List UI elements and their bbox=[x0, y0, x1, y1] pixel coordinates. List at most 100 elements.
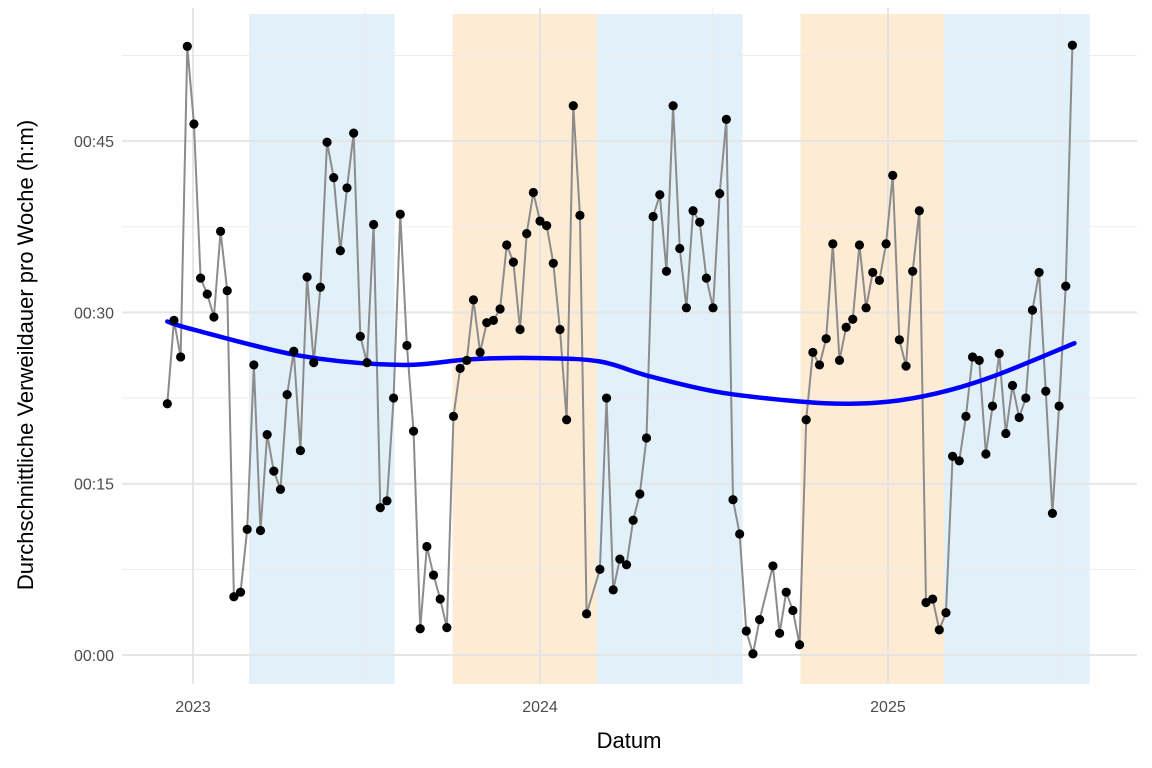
data-point bbox=[289, 346, 299, 356]
data-point bbox=[528, 187, 538, 198]
data-point bbox=[928, 594, 938, 604]
data-point bbox=[468, 295, 479, 305]
data-point bbox=[502, 240, 512, 250]
data-point bbox=[941, 608, 951, 618]
x-axis-ticks: 2023 2024 2025 bbox=[175, 699, 906, 716]
data-point bbox=[781, 587, 791, 597]
data-point bbox=[908, 266, 918, 276]
data-point bbox=[488, 315, 499, 325]
data-point bbox=[934, 625, 944, 635]
data-point bbox=[901, 361, 911, 371]
y-tick-label: 00:30 bbox=[74, 305, 114, 322]
data-point bbox=[715, 189, 725, 199]
data-point bbox=[1041, 386, 1051, 396]
data-point bbox=[1014, 412, 1024, 423]
data-points bbox=[162, 40, 1077, 659]
data-point bbox=[894, 335, 904, 345]
data-point bbox=[342, 183, 352, 193]
data-point bbox=[555, 324, 565, 335]
data-point bbox=[608, 585, 618, 595]
data-point bbox=[515, 324, 525, 335]
data-point bbox=[1001, 428, 1011, 439]
data-point bbox=[1007, 380, 1018, 391]
data-point bbox=[169, 315, 179, 325]
data-point bbox=[1061, 281, 1071, 291]
data-point bbox=[562, 415, 572, 425]
x-axis-title: Datum bbox=[597, 728, 662, 753]
y-axis-ticks: 00:00 00:15 00:30 00:45 bbox=[74, 134, 114, 665]
data-point bbox=[448, 411, 459, 421]
data-point bbox=[601, 393, 612, 403]
data-point bbox=[621, 560, 632, 570]
data-point bbox=[688, 206, 698, 216]
data-point bbox=[395, 209, 405, 219]
data-point bbox=[648, 211, 658, 222]
data-point bbox=[315, 282, 325, 292]
data-point bbox=[808, 347, 818, 357]
data-point bbox=[369, 219, 379, 230]
data-point bbox=[402, 340, 412, 351]
data-point bbox=[848, 314, 858, 324]
data-point bbox=[1067, 40, 1077, 50]
gridlines bbox=[122, 8, 1137, 684]
data-point bbox=[668, 101, 678, 111]
data-point bbox=[948, 451, 958, 461]
data-point bbox=[994, 348, 1004, 359]
data-point bbox=[275, 484, 286, 495]
data-point bbox=[774, 628, 785, 638]
data-point bbox=[349, 128, 359, 138]
smooth-trend bbox=[165, 319, 1077, 407]
shaded-period bbox=[597, 14, 743, 684]
data-point bbox=[821, 334, 831, 344]
data-point bbox=[861, 303, 871, 313]
data-point bbox=[329, 173, 339, 183]
data-point bbox=[708, 303, 718, 313]
data-point bbox=[388, 393, 399, 403]
data-point bbox=[661, 266, 672, 276]
data-point bbox=[295, 445, 306, 456]
data-point bbox=[768, 561, 778, 571]
y-tick-label: 00:45 bbox=[74, 134, 114, 151]
data-point bbox=[987, 401, 998, 411]
data-point bbox=[1054, 401, 1064, 411]
data-point bbox=[522, 229, 532, 239]
data-point bbox=[814, 360, 825, 370]
data-point bbox=[428, 570, 439, 580]
data-point bbox=[641, 433, 652, 443]
smooth-line bbox=[165, 319, 1077, 407]
data-point bbox=[615, 554, 625, 564]
data-point bbox=[888, 170, 898, 180]
data-point bbox=[542, 221, 552, 231]
data-point bbox=[282, 390, 292, 400]
data-point bbox=[595, 564, 605, 574]
data-point bbox=[202, 289, 212, 299]
y-tick-label: 00:15 bbox=[74, 477, 114, 494]
y-axis-title: Durchschnittliche Verweildauer pro Woche… bbox=[13, 120, 38, 590]
data-point bbox=[262, 429, 272, 440]
data-point bbox=[961, 411, 971, 421]
data-point bbox=[362, 358, 372, 368]
data-point bbox=[422, 541, 432, 552]
data-point bbox=[1027, 305, 1038, 315]
data-point bbox=[628, 515, 638, 525]
data-point bbox=[309, 358, 319, 368]
data-point bbox=[581, 609, 592, 619]
x-tick-label: 2025 bbox=[870, 699, 906, 716]
data-point bbox=[375, 503, 385, 513]
data-point bbox=[235, 587, 246, 597]
data-point bbox=[176, 352, 186, 362]
x-tick-label: 2024 bbox=[522, 699, 558, 716]
x-tick-label: 2023 bbox=[175, 699, 211, 716]
data-point bbox=[695, 217, 705, 227]
data-point bbox=[828, 239, 838, 249]
data-point bbox=[415, 624, 425, 634]
data-point bbox=[735, 529, 745, 539]
data-point bbox=[755, 614, 765, 625]
data-point bbox=[834, 355, 845, 365]
data-point bbox=[495, 304, 505, 314]
data-point bbox=[635, 489, 645, 499]
data-point bbox=[222, 286, 232, 296]
data-point bbox=[568, 101, 578, 111]
shaded-periods bbox=[249, 14, 1090, 684]
